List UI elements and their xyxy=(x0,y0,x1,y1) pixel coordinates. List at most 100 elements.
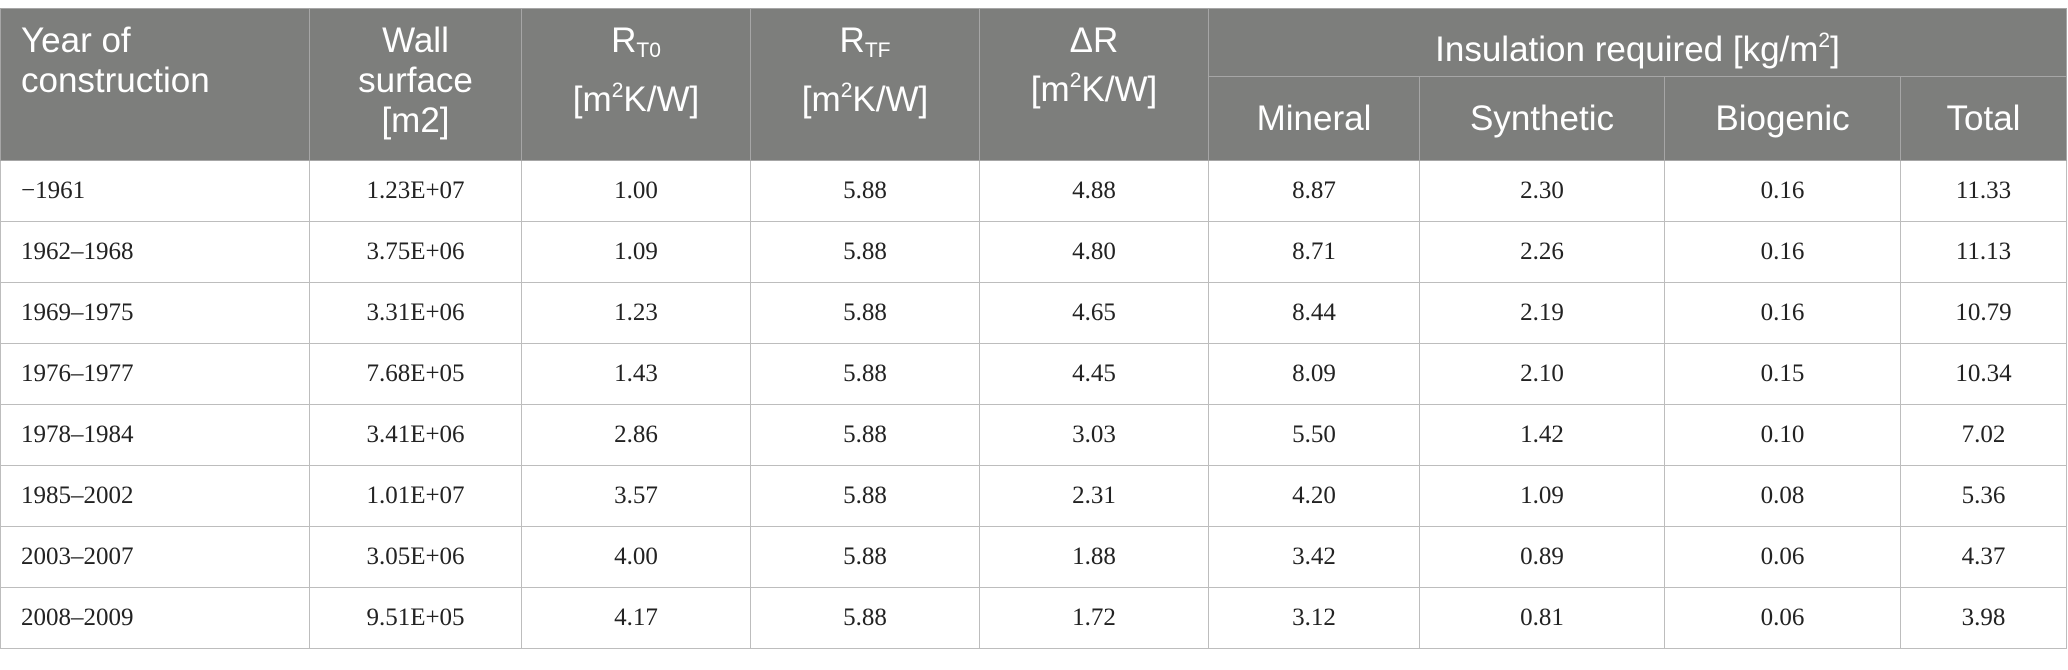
cell-rt0: 1.00 xyxy=(521,160,751,222)
cell-biogenic: 0.10 xyxy=(1664,404,1901,466)
cell-synthetic: 2.26 xyxy=(1419,221,1665,283)
cell-rt0: 2.86 xyxy=(521,404,751,466)
header-insulation-required: Insulation required [kg/m2] xyxy=(1208,8,2067,77)
cell-delta-r: 1.72 xyxy=(979,587,1209,649)
cell-biogenic: 0.15 xyxy=(1664,343,1901,405)
table-row: 1962–1968 3.75E+06 1.09 5.88 4.80 8.71 2… xyxy=(0,221,2067,283)
cell-synthetic: 1.42 xyxy=(1419,404,1665,466)
cell-total: 10.79 xyxy=(1900,282,2067,344)
cell-rt0: 1.23 xyxy=(521,282,751,344)
cell-rt0: 3.57 xyxy=(521,465,751,527)
cell-mineral: 3.12 xyxy=(1208,587,1420,649)
header-insulation-text: Insulation required [kg/m xyxy=(1435,30,1819,69)
cell-biogenic: 0.06 xyxy=(1664,587,1901,649)
cell-biogenic: 0.06 xyxy=(1664,526,1901,588)
cell-rtf: 5.88 xyxy=(750,465,980,527)
cell-wall-surface: 3.31E+06 xyxy=(309,282,522,344)
cell-year: 1978–1984 xyxy=(0,404,310,466)
table-body: −1961 1.23E+07 1.00 5.88 4.88 8.87 2.30 … xyxy=(0,160,2067,649)
table-row: 1978–1984 3.41E+06 2.86 5.88 3.03 5.50 1… xyxy=(0,404,2067,466)
cell-rtf: 5.88 xyxy=(750,343,980,405)
cell-rtf: 5.88 xyxy=(750,160,980,222)
cell-wall-surface: 1.01E+07 xyxy=(309,465,522,527)
cell-rt0: 4.17 xyxy=(521,587,751,649)
cell-delta-r: 3.03 xyxy=(979,404,1209,466)
cell-year: 2003–2007 xyxy=(0,526,310,588)
header-rt0-unit-exponent: 2 xyxy=(611,79,624,102)
cell-biogenic: 0.16 xyxy=(1664,221,1901,283)
header-insulation-close: ] xyxy=(1830,30,1840,69)
header-rtf-unit-exponent: 2 xyxy=(840,79,853,102)
cell-total: 5.36 xyxy=(1900,465,2067,527)
cell-wall-surface: 3.05E+06 xyxy=(309,526,522,588)
cell-total: 11.33 xyxy=(1900,160,2067,222)
cell-delta-r: 4.65 xyxy=(979,282,1209,344)
cell-total: 7.02 xyxy=(1900,404,2067,466)
cell-delta-r: 2.31 xyxy=(979,465,1209,527)
cell-total: 11.13 xyxy=(1900,221,2067,283)
cell-mineral: 8.09 xyxy=(1208,343,1420,405)
header-mineral: Mineral xyxy=(1208,76,1420,161)
table-row: 1976–1977 7.68E+05 1.43 5.88 4.45 8.09 2… xyxy=(0,343,2067,405)
header-total: Total xyxy=(1900,76,2067,161)
cell-wall-surface: 9.51E+05 xyxy=(309,587,522,649)
cell-mineral: 4.20 xyxy=(1208,465,1420,527)
cell-rt0: 4.00 xyxy=(521,526,751,588)
header-rtf-unit-open: [m xyxy=(801,80,841,119)
cell-synthetic: 2.19 xyxy=(1419,282,1665,344)
cell-synthetic: 1.09 xyxy=(1419,465,1665,527)
cell-delta-r: 1.88 xyxy=(979,526,1209,588)
header-rt0-symbol: R xyxy=(611,21,637,60)
header-insulation-exponent: 2 xyxy=(1818,29,1831,52)
insulation-table: Year of construction Wall surface [m2] R… xyxy=(0,8,2067,649)
cell-wall-surface: 3.75E+06 xyxy=(309,221,522,283)
cell-total: 3.98 xyxy=(1900,587,2067,649)
header-rt0-unit-close: K/W] xyxy=(623,80,700,119)
header-wall-surface: Wall surface [m2] xyxy=(309,8,522,161)
cell-year: 1976–1977 xyxy=(0,343,310,405)
cell-year: 1962–1968 xyxy=(0,221,310,283)
cell-year: −1961 xyxy=(0,160,310,222)
header-synthetic: Synthetic xyxy=(1419,76,1665,161)
header-wall-line-2: surface xyxy=(358,61,473,100)
cell-year: 2008–2009 xyxy=(0,587,310,649)
header-rtf-unit-close: K/W] xyxy=(852,80,929,119)
header-wall-line-1: Wall xyxy=(382,21,449,60)
cell-rtf: 5.88 xyxy=(750,221,980,283)
cell-rtf: 5.88 xyxy=(750,282,980,344)
cell-wall-surface: 1.23E+07 xyxy=(309,160,522,222)
table-row: 1985–2002 1.01E+07 3.57 5.88 2.31 4.20 1… xyxy=(0,465,2067,527)
cell-delta-r: 4.80 xyxy=(979,221,1209,283)
cell-total: 4.37 xyxy=(1900,526,2067,588)
cell-wall-surface: 3.41E+06 xyxy=(309,404,522,466)
cell-biogenic: 0.16 xyxy=(1664,282,1901,344)
cell-biogenic: 0.08 xyxy=(1664,465,1901,527)
cell-mineral: 8.71 xyxy=(1208,221,1420,283)
header-rtf-symbol: R xyxy=(839,21,865,60)
cell-synthetic: 2.10 xyxy=(1419,343,1665,405)
cell-rtf: 5.88 xyxy=(750,587,980,649)
cell-delta-r: 4.88 xyxy=(979,160,1209,222)
cell-synthetic: 0.89 xyxy=(1419,526,1665,588)
cell-rtf: 5.88 xyxy=(750,526,980,588)
cell-mineral: 8.87 xyxy=(1208,160,1420,222)
header-delta-r-unit-close: K/W] xyxy=(1081,70,1158,109)
header-rt0-unit-open: [m xyxy=(572,80,612,119)
cell-synthetic: 2.30 xyxy=(1419,160,1665,222)
header-rt0-subscript: T0 xyxy=(636,39,661,62)
table-row: −1961 1.23E+07 1.00 5.88 4.88 8.87 2.30 … xyxy=(0,160,2067,222)
header-delta-r-symbol: ΔR xyxy=(1069,21,1119,60)
header-delta-r-unit-exponent: 2 xyxy=(1069,69,1082,92)
cell-rt0: 1.43 xyxy=(521,343,751,405)
table-row: 2008–2009 9.51E+05 4.17 5.88 1.72 3.12 0… xyxy=(0,587,2067,649)
cell-mineral: 8.44 xyxy=(1208,282,1420,344)
cell-rtf: 5.88 xyxy=(750,404,980,466)
cell-wall-surface: 7.68E+05 xyxy=(309,343,522,405)
header-biogenic: Biogenic xyxy=(1664,76,1901,161)
table-header: Year of construction Wall surface [m2] R… xyxy=(0,8,2067,161)
cell-delta-r: 4.45 xyxy=(979,343,1209,405)
cell-mineral: 5.50 xyxy=(1208,404,1420,466)
cell-year: 1969–1975 xyxy=(0,282,310,344)
header-wall-line-3: [m2] xyxy=(381,101,450,140)
cell-rt0: 1.09 xyxy=(521,221,751,283)
